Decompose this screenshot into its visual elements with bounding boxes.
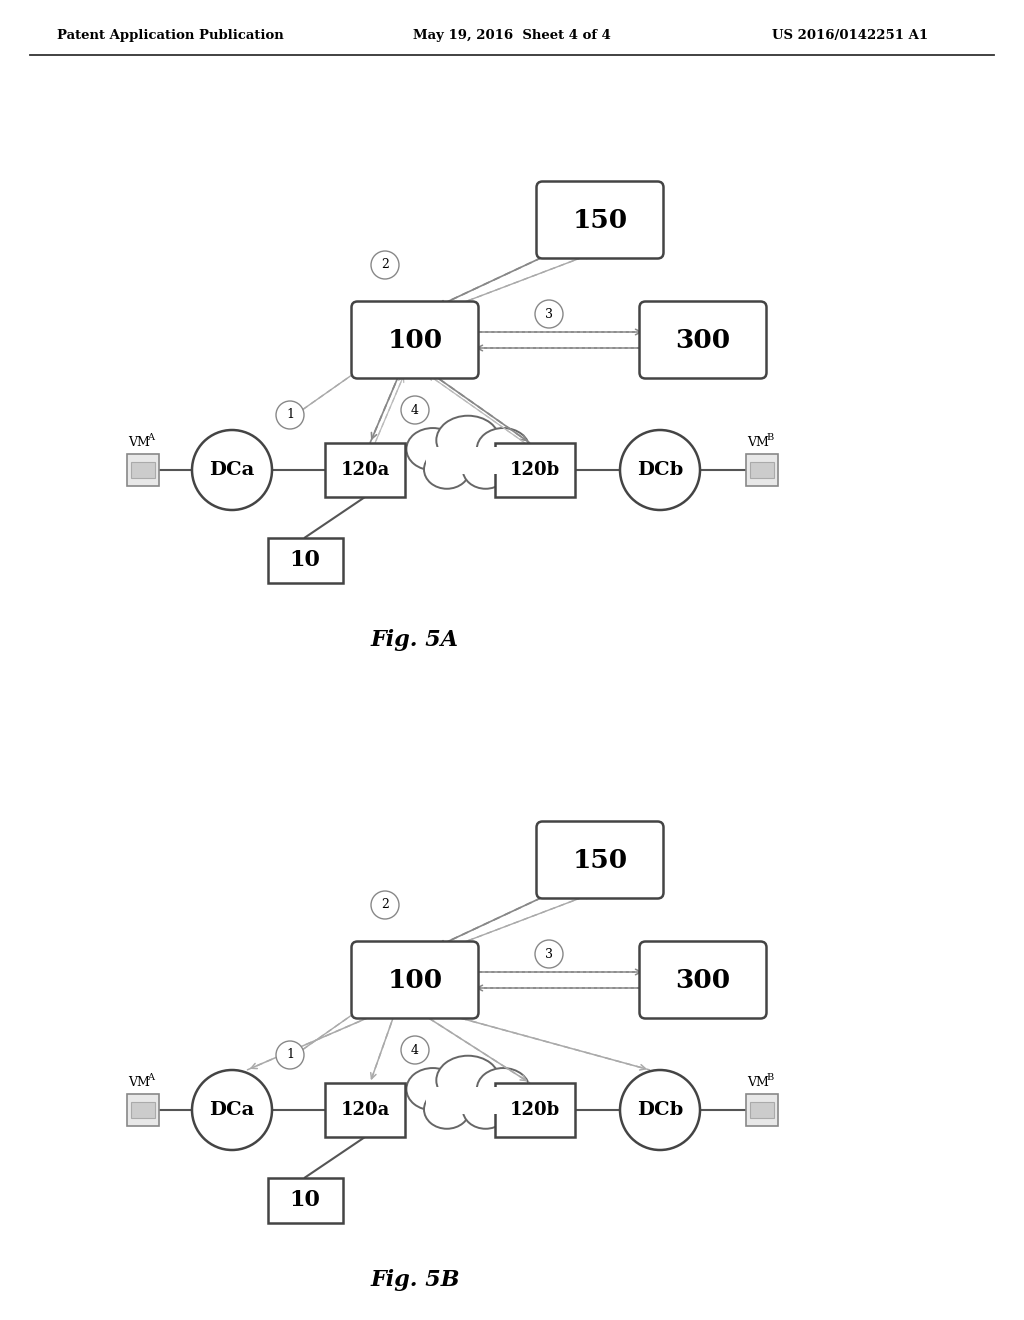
Bar <box>422 447 514 483</box>
Bar <box>750 462 774 478</box>
Ellipse shape <box>463 1090 509 1129</box>
Text: 4: 4 <box>411 404 419 417</box>
Circle shape <box>276 401 304 429</box>
Bar <box>131 462 155 478</box>
Ellipse shape <box>463 450 509 488</box>
FancyBboxPatch shape <box>537 821 664 899</box>
Circle shape <box>193 430 272 510</box>
FancyBboxPatch shape <box>537 181 664 259</box>
Text: A: A <box>147 1073 155 1082</box>
Text: 3: 3 <box>545 948 553 961</box>
Bar <box>495 1082 575 1137</box>
Text: B: B <box>766 433 773 442</box>
Text: May 19, 2016  Sheet 4 of 4: May 19, 2016 Sheet 4 of 4 <box>413 29 611 41</box>
Bar <box>746 1094 778 1126</box>
Text: Patent Application Publication: Patent Application Publication <box>56 29 284 41</box>
Bar <box>267 1177 342 1222</box>
Text: 100: 100 <box>387 968 442 993</box>
Text: US 2016/0142251 A1: US 2016/0142251 A1 <box>772 29 928 41</box>
Bar <box>746 454 778 486</box>
Circle shape <box>193 1071 272 1150</box>
Ellipse shape <box>424 1090 470 1129</box>
Text: 10: 10 <box>290 549 321 572</box>
Text: DCb: DCb <box>637 461 683 479</box>
Bar <box>426 1088 510 1114</box>
Text: VM: VM <box>748 436 769 449</box>
Circle shape <box>535 300 563 327</box>
Text: DCa: DCa <box>209 1101 255 1119</box>
Text: VM: VM <box>128 1076 150 1089</box>
Ellipse shape <box>424 450 470 488</box>
Text: 4: 4 <box>411 1044 419 1056</box>
FancyBboxPatch shape <box>640 301 767 379</box>
Bar <box>267 537 342 582</box>
Text: 10: 10 <box>290 1189 321 1210</box>
Text: A: A <box>147 433 155 442</box>
Circle shape <box>620 1071 700 1150</box>
Text: 120a: 120a <box>340 461 389 479</box>
Text: 300: 300 <box>676 327 730 352</box>
Text: 1: 1 <box>286 408 294 421</box>
Text: 150: 150 <box>572 207 628 232</box>
Text: DCb: DCb <box>637 1101 683 1119</box>
Text: 120b: 120b <box>510 461 560 479</box>
Circle shape <box>401 396 429 424</box>
Text: DCa: DCa <box>209 461 255 479</box>
Ellipse shape <box>407 1068 459 1110</box>
Circle shape <box>371 251 399 279</box>
FancyBboxPatch shape <box>640 941 767 1019</box>
Text: B: B <box>766 1073 773 1082</box>
Bar <box>325 444 406 498</box>
Text: 120a: 120a <box>340 1101 389 1119</box>
Circle shape <box>620 430 700 510</box>
Ellipse shape <box>436 1056 500 1105</box>
Text: 1: 1 <box>286 1048 294 1061</box>
Text: 3: 3 <box>545 308 553 321</box>
Bar <box>422 1088 514 1122</box>
Text: 2: 2 <box>381 899 389 912</box>
Text: 300: 300 <box>676 968 730 993</box>
FancyBboxPatch shape <box>351 301 478 379</box>
Text: 150: 150 <box>572 847 628 873</box>
Text: Fig. 5A: Fig. 5A <box>371 630 459 651</box>
Text: 100: 100 <box>387 327 442 352</box>
Circle shape <box>401 1036 429 1064</box>
Ellipse shape <box>477 1068 529 1110</box>
Circle shape <box>276 1041 304 1069</box>
Bar <box>127 454 159 486</box>
Text: Fig. 5B: Fig. 5B <box>371 1269 460 1291</box>
Text: VM: VM <box>128 436 150 449</box>
Circle shape <box>535 940 563 968</box>
Text: 120b: 120b <box>510 1101 560 1119</box>
FancyBboxPatch shape <box>351 941 478 1019</box>
Ellipse shape <box>477 428 529 470</box>
Ellipse shape <box>436 416 500 465</box>
Bar <box>750 1102 774 1118</box>
Text: VM: VM <box>748 1076 769 1089</box>
Bar <box>325 1082 406 1137</box>
Circle shape <box>371 891 399 919</box>
Bar <box>495 444 575 498</box>
Text: 2: 2 <box>381 259 389 272</box>
Bar <box>131 1102 155 1118</box>
Bar <box>127 1094 159 1126</box>
Bar <box>426 447 510 474</box>
Ellipse shape <box>407 428 459 470</box>
